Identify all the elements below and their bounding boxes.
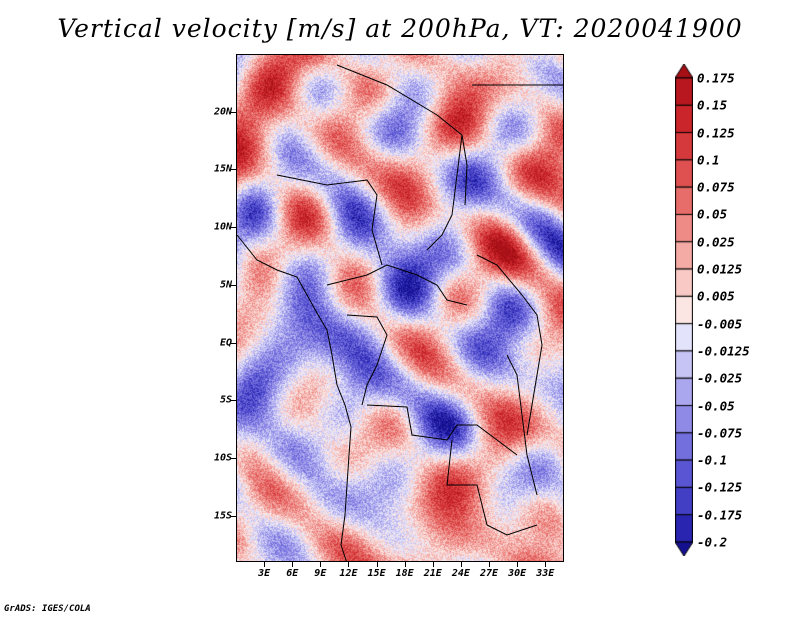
vertical-velocity-field — [237, 55, 563, 561]
lat-tick-mark — [231, 111, 236, 113]
colorbar-label: 0.125 — [697, 125, 735, 141]
lat-tick-label: 10S — [213, 452, 232, 464]
lon-tick-label: 27E — [479, 568, 499, 579]
lon-tick-mark — [264, 562, 266, 567]
lon-tick-label: 33E — [536, 568, 555, 579]
country-borders — [237, 64, 563, 561]
lat-tick-mark — [231, 284, 236, 286]
lon-tick-mark — [432, 562, 434, 567]
colorbar-label: 0.175 — [697, 70, 735, 86]
lat-tick-label: 15S — [213, 510, 232, 522]
lat-tick-label: 5S — [219, 394, 232, 406]
colorbar-label: -0.075 — [697, 425, 743, 441]
lon-tick-mark — [517, 562, 519, 567]
lon-tick-label: 12E — [339, 568, 358, 579]
colorbar-label: -0.2 — [697, 534, 728, 550]
lon-tick-label: 30E — [508, 568, 527, 579]
colorbar-label: 0.025 — [697, 234, 735, 250]
colorbar-label: 0.15 — [697, 97, 728, 113]
colorbar-label: -0.1 — [697, 452, 728, 468]
lat-tick-label: 5N — [219, 279, 232, 291]
border-congo-drc — [346, 314, 388, 406]
border-car — [326, 264, 468, 306]
border-niger-chad — [276, 174, 383, 266]
lon-tick-mark — [348, 562, 350, 567]
lon-tick-mark — [376, 562, 378, 567]
lon-tick-label: 9E — [314, 568, 327, 579]
colorbar-label: -0.005 — [697, 316, 743, 332]
lon-tick-label: 6E — [286, 568, 299, 579]
lat-tick-mark — [231, 227, 236, 229]
border-chad-sudan — [426, 134, 463, 251]
border-east-africa — [476, 254, 543, 436]
colorbar-label: 0.05 — [697, 206, 728, 222]
plot-title: Vertical velocity [m/s] at 200hPa, VT: 2… — [57, 14, 743, 43]
lon-tick-label: 24E — [451, 568, 470, 579]
colorbar-label: 0.1 — [697, 152, 720, 168]
lat-tick-label: EQ — [219, 337, 232, 349]
lat-tick-mark — [231, 342, 236, 344]
lat-tick-label: 15N — [213, 163, 232, 175]
colorbar-label: -0.0125 — [697, 343, 750, 359]
border-drc-south — [366, 404, 518, 456]
lon-tick-mark — [292, 562, 294, 567]
lat-tick-mark — [231, 169, 236, 171]
lon-tick-label: 3E — [258, 568, 271, 579]
lon-tick-mark — [545, 562, 547, 567]
border-lakes — [506, 354, 538, 496]
colorbar-label: 0.075 — [697, 179, 735, 195]
colorbar-label: -0.05 — [697, 398, 735, 414]
lat-tick-label: 20N — [213, 106, 232, 118]
lat-tick-mark — [231, 515, 236, 517]
lat-tick-label: 10N — [213, 221, 232, 233]
footer-credit: GrADS: IGES/COLA — [4, 604, 91, 614]
colorbar-label: 0.0125 — [697, 261, 743, 277]
colorbar — [675, 64, 693, 556]
west-coastline — [237, 234, 352, 561]
lon-tick-label: 15E — [367, 568, 386, 579]
colorbar-label: -0.025 — [697, 370, 743, 386]
lat-tick-mark — [231, 400, 236, 402]
lon-tick-label: 21E — [423, 568, 442, 579]
border-libya-chad — [336, 64, 468, 206]
border-angola-zambia — [446, 439, 538, 536]
colorbar-label: -0.175 — [697, 507, 743, 523]
lon-tick-mark — [489, 562, 491, 567]
lon-tick-mark — [404, 562, 406, 567]
lon-tick-mark — [320, 562, 322, 567]
map-plot-area — [236, 54, 564, 562]
colorbar-label: 0.005 — [697, 288, 735, 304]
colorbar-label: -0.125 — [697, 479, 743, 495]
lat-tick-mark — [231, 458, 236, 460]
lon-tick-mark — [460, 562, 462, 567]
lon-tick-label: 18E — [395, 568, 414, 579]
